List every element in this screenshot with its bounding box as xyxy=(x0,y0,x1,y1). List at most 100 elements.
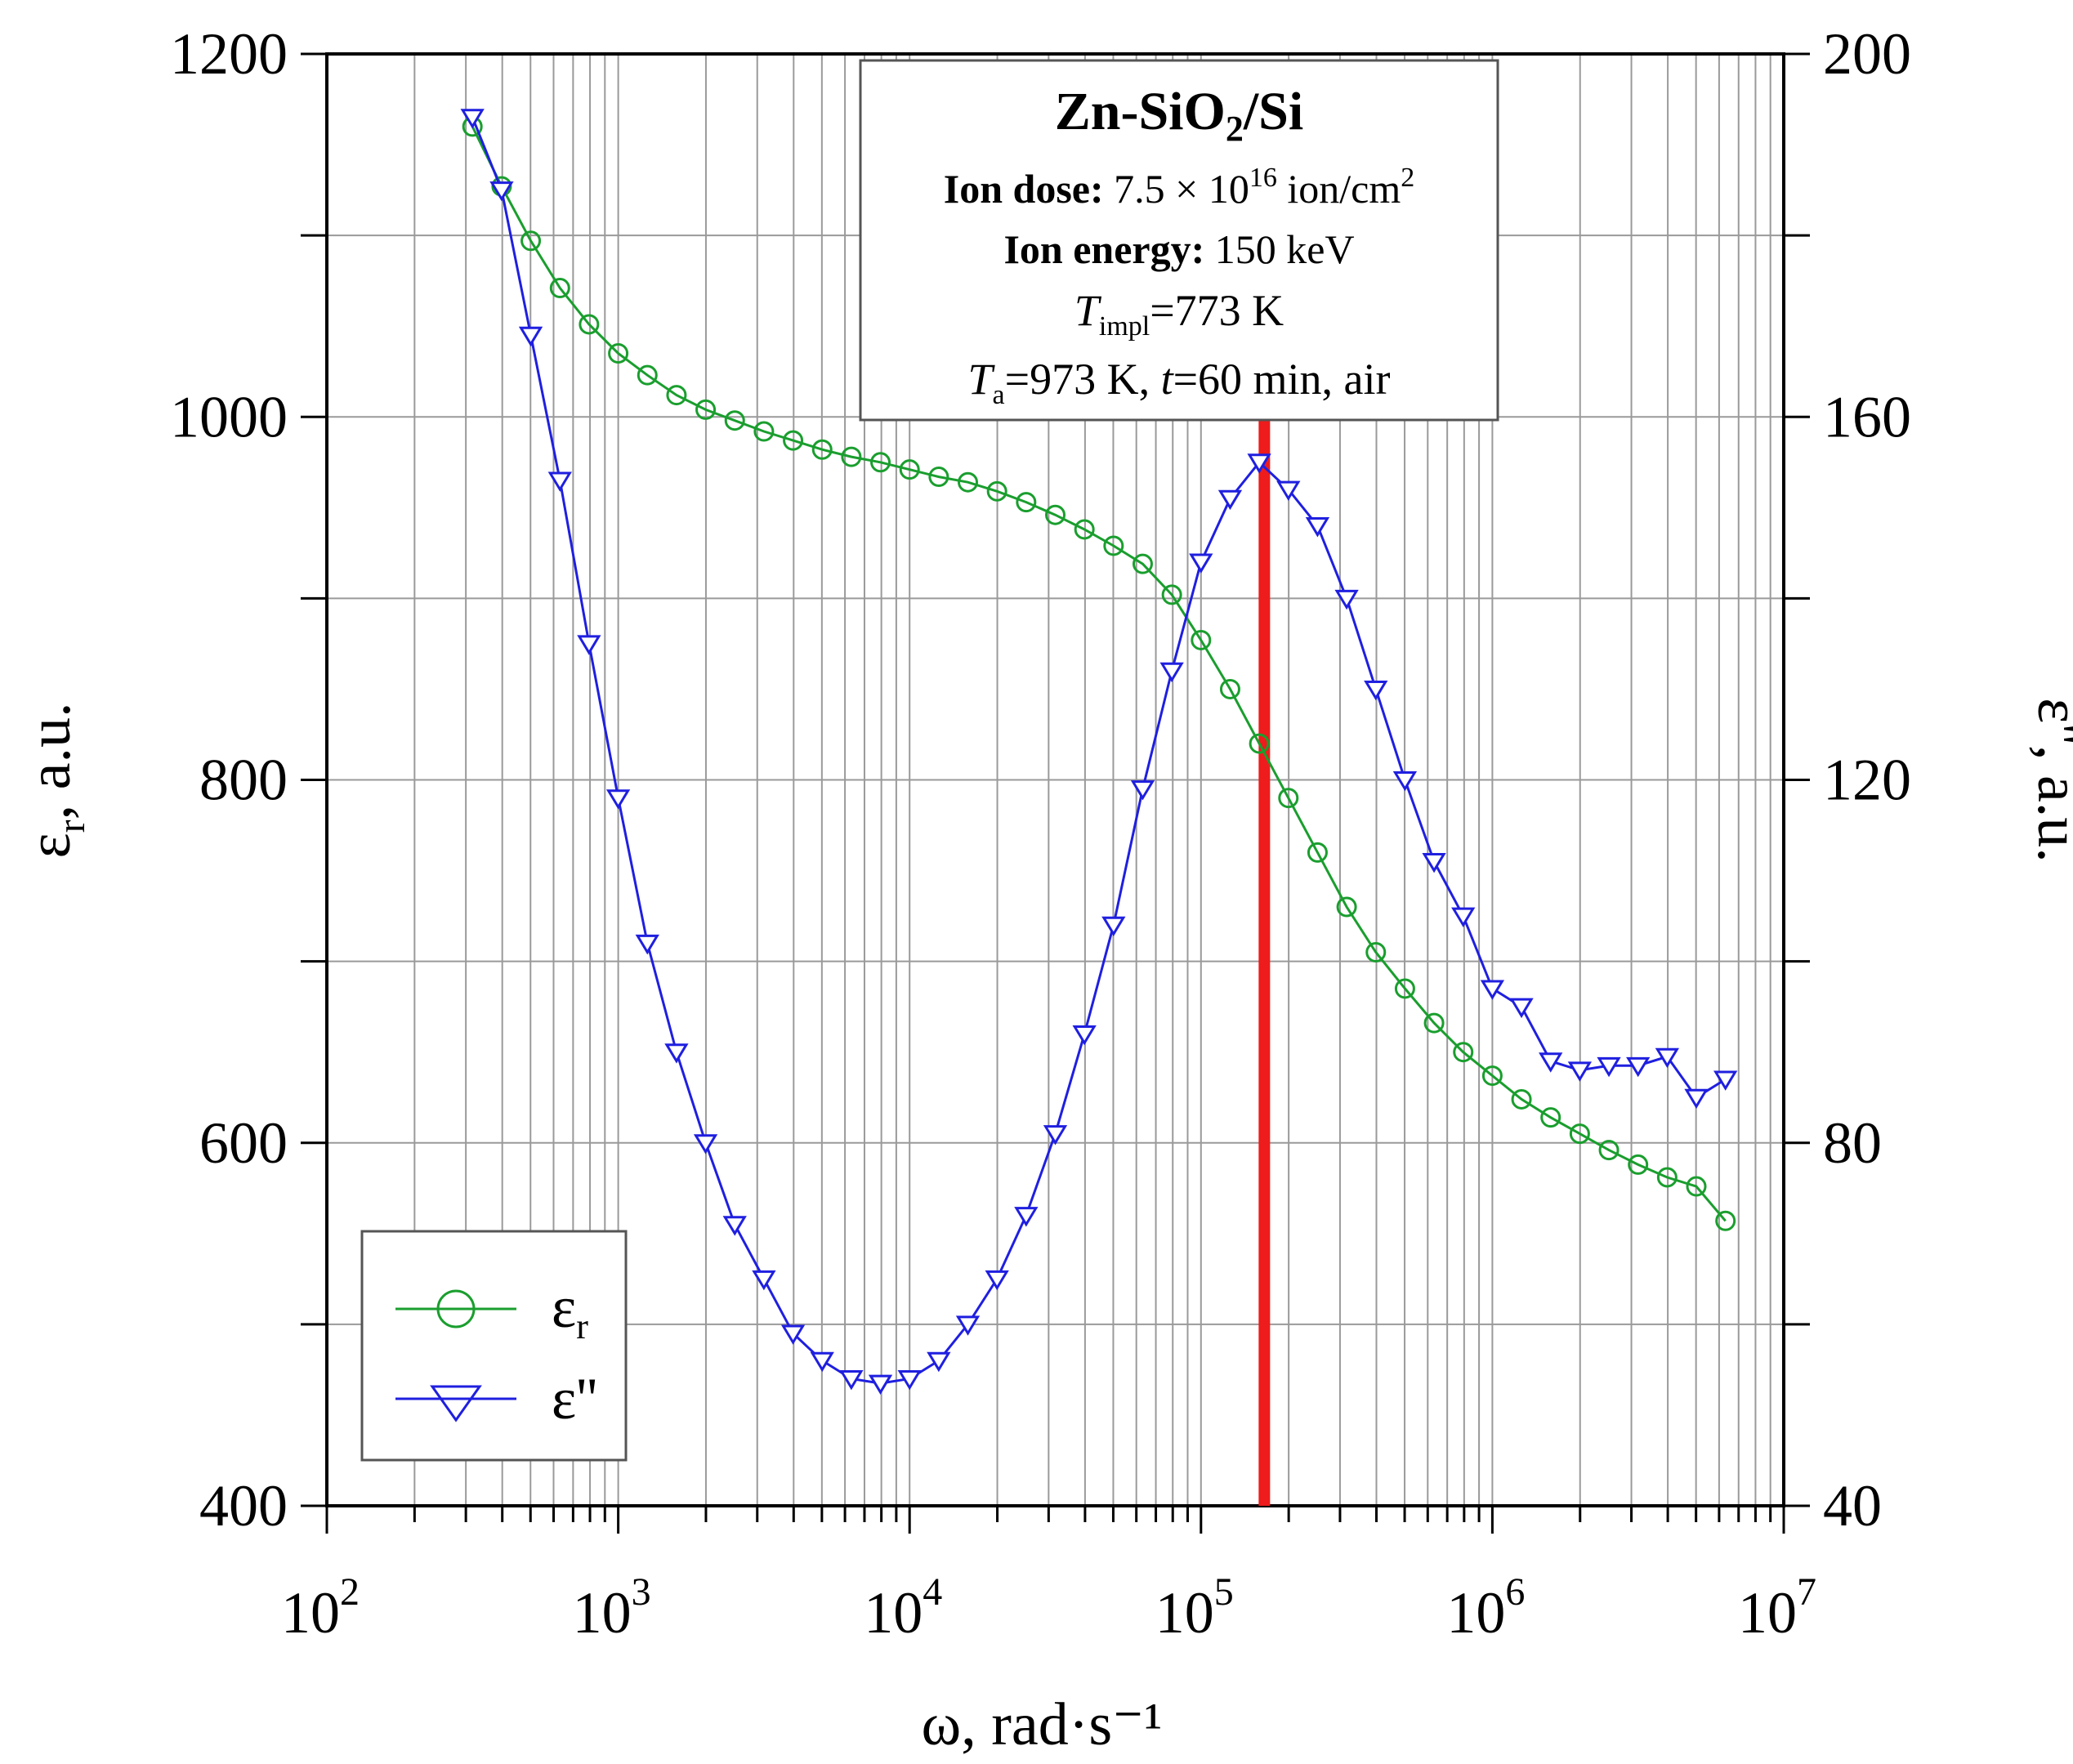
er-point xyxy=(783,430,804,451)
series-er xyxy=(462,116,1736,1231)
y-right-tick-labels: 40 80 120 160 200 xyxy=(1823,21,1911,1538)
er-point xyxy=(695,399,717,420)
eim-point xyxy=(1334,589,1359,610)
er-point xyxy=(1540,1107,1561,1128)
eim-point xyxy=(518,326,543,347)
y-left-tick-label: 400 xyxy=(199,1473,288,1538)
er-point xyxy=(1569,1123,1590,1145)
annotation-energy: Ion energy: 150 keV xyxy=(1003,226,1354,272)
er-point xyxy=(1453,1042,1474,1063)
er-point xyxy=(666,385,687,406)
er-point xyxy=(1074,519,1095,540)
y-right-tick-label: 40 xyxy=(1823,1473,1882,1538)
eim-point xyxy=(955,1315,981,1336)
y-right-tick-label: 200 xyxy=(1823,21,1911,87)
eim-point xyxy=(1276,480,1301,502)
y-right-axis-title: ε'', a.u. xyxy=(2025,698,2073,863)
annotation-timpl: Timpl=773 K xyxy=(1074,286,1284,342)
er-point xyxy=(958,471,979,493)
eim-point xyxy=(460,109,485,129)
er-point xyxy=(1481,1065,1503,1087)
er-point xyxy=(1511,1088,1532,1110)
er-point xyxy=(1161,584,1182,605)
er-point xyxy=(1249,733,1270,754)
eim-point xyxy=(664,1043,689,1064)
legend-eim-label: ε'' xyxy=(552,1366,597,1431)
er-point xyxy=(1278,788,1299,809)
er-point xyxy=(1628,1154,1649,1175)
x-tick-label: 102 xyxy=(281,1570,360,1646)
y-right-tick-label: 160 xyxy=(1823,384,1911,449)
y-left-tick-labels: 400 600 800 1000 1200 xyxy=(170,21,288,1538)
x-tick-label: 106 xyxy=(1446,1570,1525,1646)
er-point xyxy=(1394,978,1415,999)
eim-point xyxy=(1713,1070,1738,1091)
x-tick-labels: 102 103 104 105 106 107 xyxy=(281,1570,1816,1646)
er-point xyxy=(1307,842,1328,863)
er-point xyxy=(986,480,1007,502)
eim-point xyxy=(722,1216,747,1236)
er-point xyxy=(1103,535,1124,556)
er-point xyxy=(724,410,745,431)
er-point xyxy=(1686,1176,1707,1197)
eim-point xyxy=(897,1370,922,1391)
eim-point xyxy=(1480,980,1505,1000)
eim-point xyxy=(1451,907,1476,928)
eim-point xyxy=(1597,1056,1621,1078)
er-point xyxy=(637,364,658,386)
eim-point xyxy=(1509,998,1534,1019)
er-point xyxy=(841,446,862,467)
er-point xyxy=(870,452,891,473)
eim-point xyxy=(1567,1061,1593,1082)
eim-point xyxy=(810,1351,834,1373)
eim-point xyxy=(577,635,601,655)
er-point xyxy=(899,459,920,480)
er-point xyxy=(549,278,570,299)
eim-point xyxy=(1305,517,1330,538)
er-point xyxy=(1219,678,1240,699)
eim-point xyxy=(752,1270,776,1291)
er-point xyxy=(928,467,949,488)
x-tick-label: 107 xyxy=(1738,1570,1816,1646)
eim-point xyxy=(839,1370,864,1391)
er-point xyxy=(753,421,775,442)
eim-point xyxy=(1130,780,1155,801)
axis-ticks xyxy=(301,52,1810,1534)
eim-point xyxy=(985,1270,1009,1291)
er-point xyxy=(1016,492,1037,513)
x-axis-title: ω, rad·s⁻¹ xyxy=(922,1691,1163,1758)
eim-point xyxy=(1655,1047,1680,1069)
x-tick-label: 103 xyxy=(573,1570,651,1646)
eim-point xyxy=(635,934,659,955)
eim-point xyxy=(868,1374,893,1395)
eim-point xyxy=(547,471,572,492)
eim-point xyxy=(1159,662,1184,683)
eim-point xyxy=(927,1351,951,1373)
er-point xyxy=(1715,1210,1736,1231)
eim-point xyxy=(1392,771,1418,792)
y-left-tick-label: 800 xyxy=(199,748,288,813)
er-point xyxy=(608,343,629,364)
y-right-tick-label: 120 xyxy=(1823,748,1911,813)
er-point xyxy=(811,439,833,460)
er-point xyxy=(1656,1167,1678,1188)
er-point xyxy=(520,230,542,252)
er-point xyxy=(1045,504,1066,525)
er-line xyxy=(471,126,1727,1222)
eim-point xyxy=(1626,1056,1651,1078)
grid-lines xyxy=(327,54,1784,1506)
annotation-dose: Ion dose: 7.5 × 1016 ion/cm2 xyxy=(944,163,1414,212)
eim-point xyxy=(605,789,631,810)
x-tick-label: 105 xyxy=(1155,1570,1234,1646)
eim-point xyxy=(1684,1088,1709,1110)
er-point xyxy=(1336,896,1357,918)
eim-point xyxy=(1189,553,1213,574)
eim-point xyxy=(1539,1052,1563,1073)
eim-point xyxy=(1072,1025,1097,1046)
er-point xyxy=(579,314,600,335)
legend: εr ε'' xyxy=(360,1230,628,1462)
er-point xyxy=(1191,629,1212,650)
eim-point xyxy=(1014,1207,1039,1227)
eim-point xyxy=(1101,916,1126,937)
